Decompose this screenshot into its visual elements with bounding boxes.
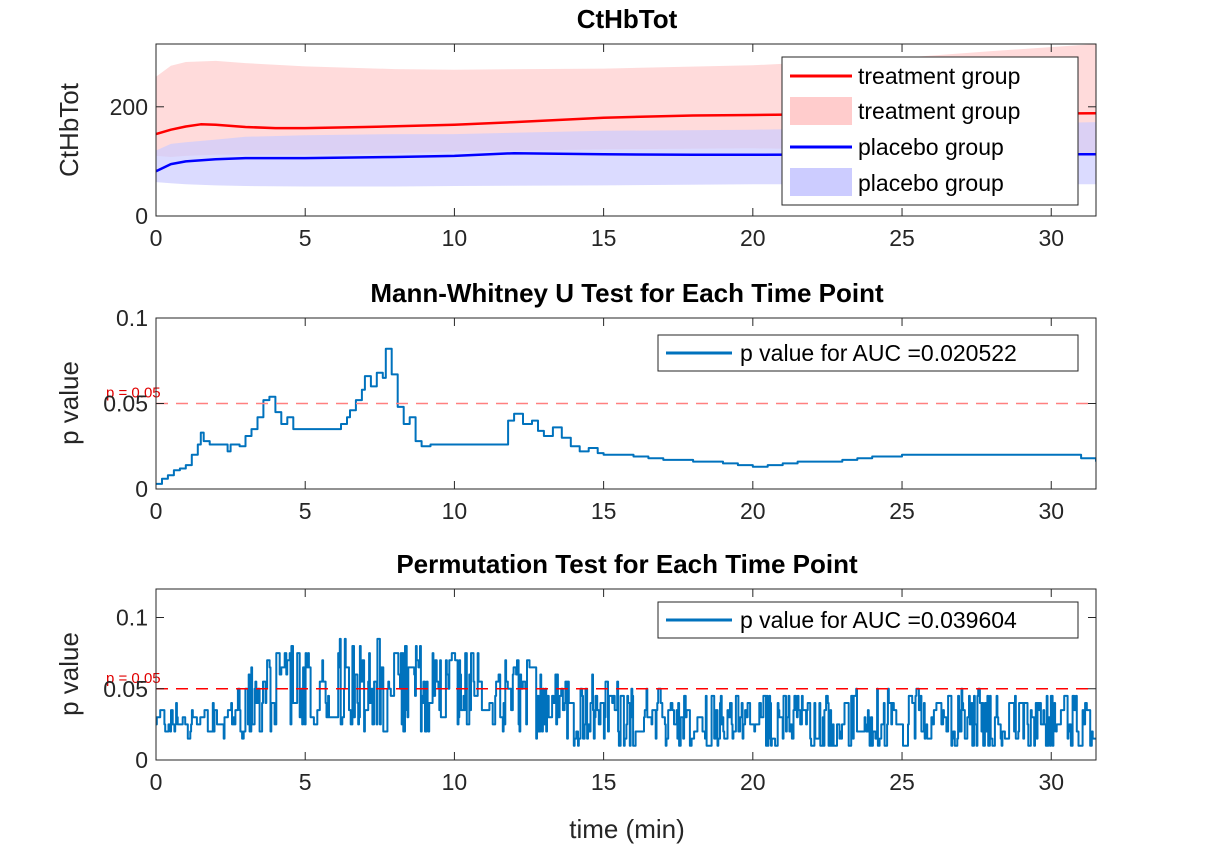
- series-line: [156, 637, 1096, 747]
- y-axis-label: p value: [54, 632, 84, 716]
- panel-mann-whitney: Mann-Whitney U Test for Each Time Point …: [54, 278, 1097, 524]
- legend-swatch-treatment-band: [790, 97, 852, 125]
- x-tick-label: 30: [1038, 769, 1064, 795]
- y-axis-label: CtHbTot: [54, 82, 84, 177]
- x-tick-label: 0: [150, 225, 163, 251]
- x-ticks: 0 5 10 15 20 25 30: [150, 318, 1064, 524]
- legend-swatch-placebo-band: [790, 168, 852, 196]
- legend-label: treatment group: [858, 63, 1020, 89]
- legend-label: p value for AUC =0.039604: [740, 607, 1017, 633]
- axes-box: [155, 588, 1097, 761]
- y-axis-label: p value: [54, 361, 84, 445]
- y-tick-label: 0.1: [116, 605, 148, 631]
- x-tick-label: 5: [299, 225, 312, 251]
- legend[interactable]: treatment group treatment group placebo …: [781, 56, 1079, 206]
- panel-title: CtHbTot: [577, 4, 678, 34]
- x-tick-label: 10: [442, 769, 468, 795]
- x-tick-label: 5: [299, 769, 312, 795]
- panel-permutation: Permutation Test for Each Time Point p =…: [54, 549, 1097, 844]
- x-ticks: 0 5 10 15 20 25 30: [150, 589, 1064, 795]
- x-tick-label: 15: [591, 498, 617, 524]
- legend-label: placebo group: [858, 134, 1004, 160]
- legend-label: treatment group: [858, 98, 1020, 124]
- x-tick-label: 15: [591, 769, 617, 795]
- y-tick-label: 0: [135, 747, 148, 773]
- y-tick-label: 200: [110, 94, 148, 120]
- panel-title: Permutation Test for Each Time Point: [396, 549, 858, 579]
- y-ticks: 0 200: [110, 94, 1096, 229]
- y-ticks: 0 0.05 0.1: [103, 605, 1096, 773]
- x-tick-label: 20: [740, 225, 766, 251]
- series-layer: [156, 347, 1096, 485]
- x-tick-label: 0: [150, 769, 163, 795]
- y-tick-label: 0.1: [116, 305, 148, 331]
- threshold-label: p = 0.05: [106, 385, 161, 402]
- plot-area: p = 0.05: [106, 347, 1096, 485]
- series-layer: [156, 637, 1096, 747]
- legend-label: p value for AUC =0.020522: [740, 340, 1017, 366]
- legend[interactable]: p value for AUC =0.020522: [657, 334, 1079, 372]
- panel-cthbtot: CtHbTot 0 5 10 15 20 25 30 0 200 CtHbTot treatm…: [54, 4, 1097, 251]
- y-ticks: 0 0.05 0.1: [103, 305, 1096, 502]
- y-tick-label: 0.05: [103, 676, 148, 702]
- x-tick-label: 10: [442, 225, 468, 251]
- x-tick-label: 20: [740, 498, 766, 524]
- x-tick-label: 30: [1038, 225, 1064, 251]
- x-ticks: 0 5 10 15 20 25 30: [150, 44, 1064, 251]
- x-tick-label: 20: [740, 769, 766, 795]
- x-tick-label: 10: [442, 498, 468, 524]
- y-tick-label: 0: [135, 203, 148, 229]
- axes-box: [155, 43, 1097, 217]
- legend[interactable]: p value for AUC =0.039604: [657, 601, 1079, 639]
- x-tick-label: 30: [1038, 498, 1064, 524]
- x-tick-label: 15: [591, 225, 617, 251]
- x-tick-label: 25: [889, 769, 915, 795]
- x-tick-label: 5: [299, 498, 312, 524]
- y-tick-label: 0: [135, 476, 148, 502]
- legend-label: placebo group: [858, 170, 1004, 196]
- plot-area: p = 0.05: [106, 637, 1096, 747]
- series-line: [156, 151, 1096, 173]
- x-tick-label: 0: [150, 498, 163, 524]
- panel-title: Mann-Whitney U Test for Each Time Point: [370, 278, 884, 308]
- series-line: [156, 347, 1096, 485]
- threshold-label: p = 0.05: [106, 670, 161, 687]
- x-tick-label: 25: [889, 225, 915, 251]
- x-tick-label: 25: [889, 498, 915, 524]
- y-tick-label: 0.05: [103, 391, 148, 417]
- x-axis-label: time (min): [569, 814, 685, 844]
